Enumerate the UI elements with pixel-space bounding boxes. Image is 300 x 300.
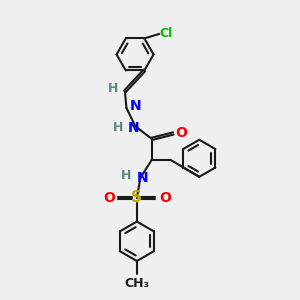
Text: N: N: [128, 121, 140, 135]
Text: CH₃: CH₃: [124, 277, 149, 290]
Text: S: S: [131, 190, 142, 206]
Text: N: N: [130, 99, 142, 113]
Text: O: O: [176, 127, 188, 140]
Text: O: O: [159, 191, 171, 205]
Text: O: O: [103, 191, 115, 205]
Text: H: H: [112, 121, 123, 134]
Text: H: H: [121, 169, 131, 182]
Text: Cl: Cl: [160, 27, 173, 40]
Text: N: N: [136, 171, 148, 185]
Text: H: H: [108, 82, 118, 95]
